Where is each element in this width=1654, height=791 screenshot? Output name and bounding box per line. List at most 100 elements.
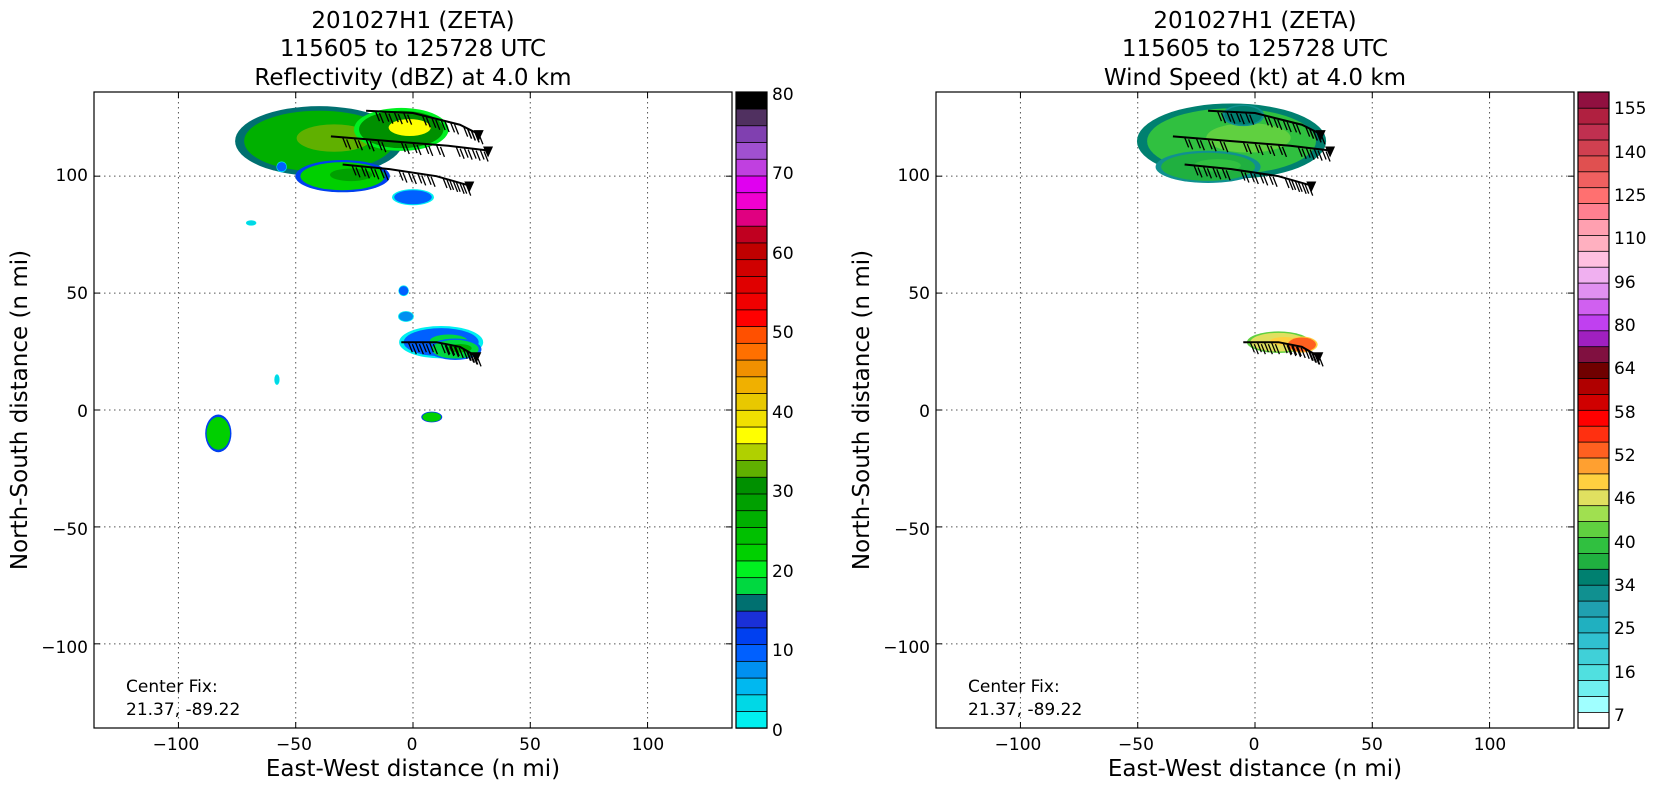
left-center-fix-label: Center Fix: bbox=[126, 677, 218, 697]
right-x-tick-label: −50 bbox=[1118, 735, 1154, 755]
right-wind-barb bbox=[1321, 149, 1327, 160]
left-wind-barb bbox=[426, 174, 432, 186]
right-colorbar-segment bbox=[1577, 266, 1610, 284]
left-wind-barb bbox=[479, 149, 485, 160]
left-wind-barb bbox=[370, 167, 376, 178]
right-colorbar-label: 34 bbox=[1614, 576, 1636, 596]
left-colorbar-label: 40 bbox=[772, 403, 794, 423]
left-colorbar-segment bbox=[735, 543, 768, 562]
right-wind-barb bbox=[1239, 113, 1245, 125]
left-wind-barb bbox=[440, 342, 446, 354]
left-wind-barb bbox=[365, 138, 371, 150]
right-wind-barb bbox=[1235, 111, 1241, 123]
left-wind-barb bbox=[418, 343, 424, 355]
left-wind-barb bbox=[442, 177, 448, 189]
right-colorbar-segment bbox=[1577, 536, 1610, 554]
right-colorbar-label: 58 bbox=[1614, 403, 1636, 423]
left-wind-barb bbox=[459, 183, 465, 195]
left-echo-core bbox=[246, 220, 256, 226]
left-wind-barb bbox=[453, 124, 460, 135]
left-wind-barb bbox=[378, 112, 385, 124]
left-colorbar-segment bbox=[735, 208, 768, 227]
right-wind-barb bbox=[1199, 140, 1205, 151]
right-colorbar-label: 52 bbox=[1614, 446, 1636, 466]
left-wind-barb bbox=[411, 343, 417, 355]
right-colorbar-segment bbox=[1577, 664, 1610, 682]
left-colorbar-segment bbox=[735, 493, 768, 512]
right-wind-barb bbox=[1317, 150, 1323, 161]
right-colorbar-segment bbox=[1577, 568, 1610, 586]
left-y-tick-label: 50 bbox=[66, 284, 88, 304]
right-wind-barb bbox=[1273, 117, 1279, 128]
right-wind-barb bbox=[1230, 113, 1236, 124]
left-y-tick-label: −100 bbox=[41, 638, 88, 658]
right-x-tick-label: 0 bbox=[1249, 735, 1260, 755]
left-flight-track bbox=[342, 163, 470, 187]
right-wind-barb bbox=[1286, 121, 1292, 133]
left-wind-barb bbox=[431, 117, 437, 128]
left-wind-barb bbox=[444, 344, 450, 356]
right-colorbar-segment bbox=[1577, 218, 1610, 236]
right-wind-barb bbox=[1220, 112, 1227, 124]
right-colorbar-label: 40 bbox=[1614, 533, 1636, 553]
right-wind-barb bbox=[1249, 171, 1255, 183]
left-title-line-3: Reflectivity (dBZ) at 4.0 km bbox=[254, 65, 571, 91]
left-wind-barb bbox=[402, 172, 408, 183]
left-title-line-2: 115605 to 125728 UTC bbox=[280, 36, 546, 62]
right-colorbar-label: 110 bbox=[1614, 229, 1646, 249]
left-wind-barb bbox=[432, 343, 439, 355]
right-colorbar-segment bbox=[1577, 695, 1610, 713]
right-colorbar-segment bbox=[1577, 139, 1610, 157]
left-wind-barb bbox=[454, 345, 460, 357]
right-plot-area bbox=[936, 92, 1574, 728]
right-wind-barb bbox=[1291, 344, 1298, 356]
right-y-tick-label: −100 bbox=[883, 638, 930, 658]
right-wind-barb bbox=[1297, 181, 1303, 193]
left-wind-barb bbox=[444, 121, 450, 133]
left-wind-barb bbox=[467, 149, 473, 160]
left-wind-barb bbox=[445, 343, 451, 355]
right-wind-barb bbox=[1291, 345, 1297, 357]
right-wind-barb bbox=[1309, 149, 1315, 160]
left-wind-barb bbox=[459, 148, 465, 159]
left-colorbar-segment bbox=[735, 643, 768, 662]
left-wind-barb bbox=[448, 179, 455, 191]
left-wind-barb bbox=[360, 166, 367, 177]
left-echo-core bbox=[394, 190, 432, 205]
left-wind-barb bbox=[425, 343, 431, 355]
right-wind-barb bbox=[1311, 352, 1317, 363]
right-wind-barb bbox=[1263, 175, 1269, 186]
left-wind-barb bbox=[412, 142, 418, 154]
left-colorbar-segment bbox=[735, 376, 768, 394]
right-wind-barb bbox=[1202, 166, 1209, 177]
left-colorbar-segment bbox=[735, 510, 768, 528]
left-wind-barb bbox=[475, 150, 481, 161]
right-wind-barb bbox=[1266, 143, 1272, 155]
left-colorbar-segment bbox=[735, 392, 768, 411]
left-track-arrow bbox=[464, 181, 475, 193]
left-plot-area bbox=[94, 92, 732, 728]
left-wind-barb bbox=[469, 352, 475, 363]
right-colorbar-segment bbox=[1577, 584, 1610, 602]
left-y-ticks: 100 50 0 −50 −100 bbox=[41, 166, 88, 658]
left-echo-peak bbox=[388, 119, 431, 136]
left-colorbar-label: 80 bbox=[772, 85, 794, 105]
right-wind-barb bbox=[1246, 143, 1252, 155]
left-track-arrow bbox=[471, 352, 482, 364]
left-wind-barb bbox=[483, 151, 489, 162]
right-wind-barb bbox=[1286, 344, 1292, 356]
left-colorbar-segment bbox=[735, 242, 768, 261]
right-y-ticks: 100 50 0 −50 −100 bbox=[883, 166, 930, 658]
left-wind-barb bbox=[383, 169, 389, 181]
right-wind-barb bbox=[1223, 141, 1229, 153]
right-colorbar-segment bbox=[1577, 409, 1610, 427]
left-wind-barb bbox=[462, 348, 468, 359]
right-colorbar-segment bbox=[1577, 298, 1610, 316]
right-colorbar-segment bbox=[1577, 504, 1610, 522]
left-flight-track bbox=[366, 109, 480, 135]
left-colorbar-label: 20 bbox=[772, 562, 794, 582]
left-wind-barb bbox=[374, 169, 380, 180]
left-colorbar-segment bbox=[735, 610, 768, 629]
left-wind-barb bbox=[381, 141, 387, 153]
right-x-ticks: −100 −50 0 50 100 bbox=[995, 735, 1507, 755]
